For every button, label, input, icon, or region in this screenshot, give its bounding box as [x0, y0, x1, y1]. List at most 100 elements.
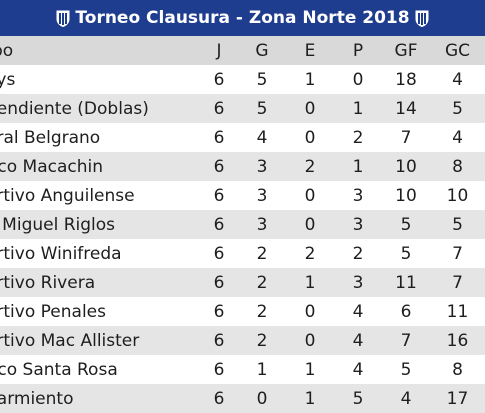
goals-for-cell: 6 [382, 297, 430, 326]
goals-against-cell: 10 [430, 181, 485, 210]
title-bar: Torneo Clausura - Zona Norte 2018 [0, 0, 485, 36]
team-name: eral Belgrano [0, 123, 200, 152]
won-cell: 4 [238, 123, 286, 152]
lost-cell: 1 [334, 152, 382, 181]
won-cell: 3 [238, 210, 286, 239]
column-header-played: J [200, 36, 238, 65]
lost-cell: 4 [334, 355, 382, 384]
team-name: n Miguel Riglos [0, 210, 200, 239]
won-cell: 3 [238, 181, 286, 210]
won-cell: 2 [238, 297, 286, 326]
column-header-goals-for: GF [382, 36, 430, 65]
goals-for-cell: 7 [382, 123, 430, 152]
team-name: ortivo Penales [0, 297, 200, 326]
drawn-cell: 0 [286, 94, 334, 123]
played-cell: 6 [200, 181, 238, 210]
drawn-cell: 1 [286, 384, 334, 413]
played-cell: 6 [200, 94, 238, 123]
table-header-row: po J G E P GF GC [0, 36, 485, 65]
team-name: ortivo Anguilense [0, 181, 200, 210]
won-cell: 5 [238, 94, 286, 123]
lost-cell: 1 [334, 94, 382, 123]
team-name: Sarmiento [0, 384, 200, 413]
played-cell: 6 [200, 297, 238, 326]
drawn-cell: 2 [286, 152, 334, 181]
page-title: Torneo Clausura - Zona Norte 2018 [75, 8, 410, 28]
played-cell: 6 [200, 152, 238, 181]
goals-for-cell: 4 [382, 384, 430, 413]
played-cell: 6 [200, 326, 238, 355]
goals-for-cell: 7 [382, 326, 430, 355]
goals-against-cell: 4 [430, 123, 485, 152]
title-row: Torneo Clausura - Zona Norte 2018 [0, 0, 485, 36]
lost-cell: 0 [334, 65, 382, 94]
won-cell: 5 [238, 65, 286, 94]
column-header-lost: P [334, 36, 382, 65]
lost-cell: 2 [334, 123, 382, 152]
club-crest-icon [415, 10, 429, 27]
goals-against-cell: 8 [430, 355, 485, 384]
table-row: pendiente (Doblas) 6 5 0 1 14 5 [0, 94, 485, 123]
lost-cell: 2 [334, 239, 382, 268]
goals-against-cell: 7 [430, 239, 485, 268]
column-header-team: po [0, 36, 200, 65]
table-row: ortivo Anguilense 6 3 0 3 10 10 [0, 181, 485, 210]
drawn-cell: 1 [286, 355, 334, 384]
lost-cell: 3 [334, 268, 382, 297]
team-name: pendiente (Doblas) [0, 94, 200, 123]
team-name: ortivo Mac Allister [0, 326, 200, 355]
team-name: ortivo Rivera [0, 268, 200, 297]
column-header-goals-against: GC [430, 36, 485, 65]
lost-cell: 5 [334, 384, 382, 413]
drawn-cell: 0 [286, 297, 334, 326]
goals-for-cell: 5 [382, 210, 430, 239]
played-cell: 6 [200, 123, 238, 152]
table-row: Sarmiento6015417 [0, 384, 485, 413]
played-cell: 6 [200, 384, 238, 413]
team-name: ortivo Winifreda [0, 239, 200, 268]
goals-for-cell: 10 [382, 181, 430, 210]
table-row: oys6510184 [0, 65, 485, 94]
standings-table: po J G E P GF GC oys6510184pendiente (Do… [0, 36, 485, 413]
played-cell: 6 [200, 239, 238, 268]
team-name: oys [0, 65, 200, 94]
won-cell: 1 [238, 355, 286, 384]
goals-for-cell: 11 [382, 268, 430, 297]
column-header-drawn: E [286, 36, 334, 65]
won-cell: 2 [238, 268, 286, 297]
won-cell: 2 [238, 239, 286, 268]
goals-for-cell: 5 [382, 355, 430, 384]
played-cell: 6 [200, 268, 238, 297]
drawn-cell: 2 [286, 239, 334, 268]
goals-for-cell: 14 [382, 94, 430, 123]
goals-against-cell: 5 [430, 94, 485, 123]
goals-for-cell: 10 [382, 152, 430, 181]
lost-cell: 4 [334, 297, 382, 326]
drawn-cell: 0 [286, 123, 334, 152]
club-crest-icon [56, 10, 70, 27]
goals-against-cell: 11 [430, 297, 485, 326]
played-cell: 6 [200, 65, 238, 94]
team-name: tico Macachin [0, 152, 200, 181]
drawn-cell: 0 [286, 210, 334, 239]
goals-against-cell: 16 [430, 326, 485, 355]
table-row: ortivo Mac Allister 6 2 0 4 7 16 [0, 326, 485, 355]
played-cell: 6 [200, 210, 238, 239]
won-cell: 0 [238, 384, 286, 413]
column-header-won: G [238, 36, 286, 65]
goals-against-cell: 5 [430, 210, 485, 239]
lost-cell: 4 [334, 326, 382, 355]
played-cell: 6 [200, 355, 238, 384]
goals-against-cell: 4 [430, 65, 485, 94]
goals-for-cell: 5 [382, 239, 430, 268]
drawn-cell: 0 [286, 181, 334, 210]
drawn-cell: 1 [286, 65, 334, 94]
lost-cell: 3 [334, 181, 382, 210]
drawn-cell: 1 [286, 268, 334, 297]
